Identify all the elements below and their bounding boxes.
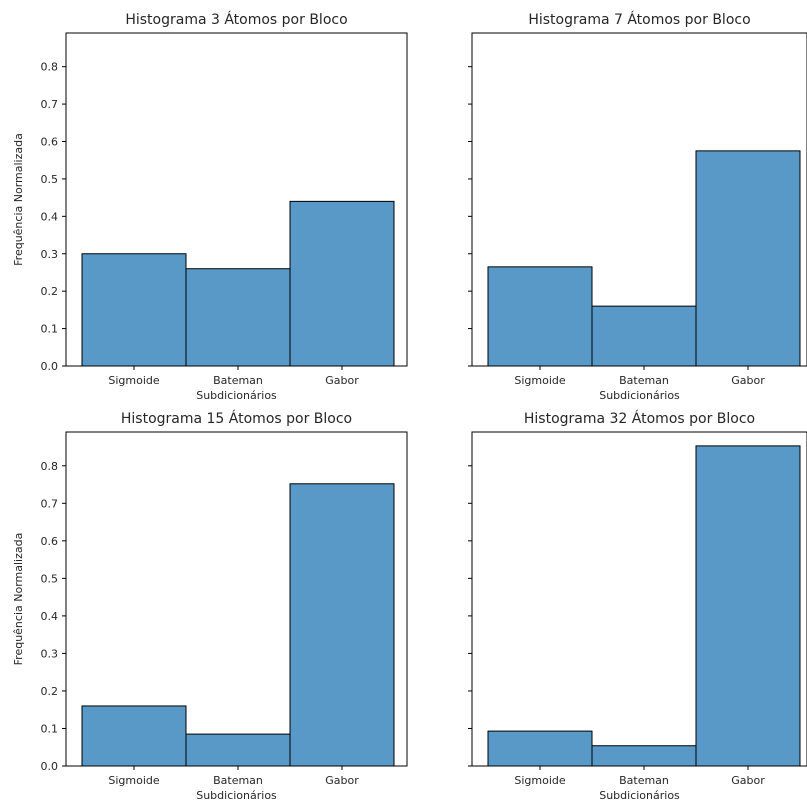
y-axis-label: Frequência Normalizada	[12, 133, 25, 266]
y-tick-label: 0.8	[41, 460, 59, 473]
bar-gabor	[289, 200, 395, 367]
x-axis-label: Subdicionários	[196, 789, 277, 802]
y-tick-label: 0.2	[41, 285, 59, 298]
bar-gabor	[289, 483, 395, 767]
chart-title: Histograma 7 Átomos por Bloco	[528, 11, 750, 28]
axes-frame	[471, 431, 807, 767]
x-tick-label: Gabor	[325, 374, 359, 387]
chart-title: Histograma 32 Átomos por Bloco	[524, 410, 755, 427]
y-tick-label: 0.7	[41, 497, 59, 510]
y-tick-label: 0.0	[41, 760, 59, 773]
y-tick-label: 0.6	[41, 136, 59, 149]
chart-title: Histograma 3 Átomos por Bloco	[125, 11, 347, 28]
x-tick-label: Bateman	[213, 774, 263, 787]
x-tick-label: Gabor	[325, 774, 359, 787]
y-tick-label: 0.0	[41, 360, 59, 373]
x-axis-label: Subdicionários	[599, 389, 680, 402]
bar-bateman	[591, 745, 697, 767]
y-tick-label: 0.3	[41, 248, 59, 261]
y-tick-label: 0.5	[41, 173, 59, 186]
bar-sigmoide	[81, 253, 187, 367]
bar-bateman	[185, 733, 291, 767]
x-axis-label: Subdicionários	[599, 789, 680, 802]
bar-gabor	[695, 445, 801, 767]
chart-title: Histograma 15 Átomos por Bloco	[121, 410, 352, 427]
x-tick-label: Sigmoide	[108, 374, 160, 387]
bar-bateman	[591, 305, 697, 367]
axes-frame	[65, 32, 408, 367]
axes-frame	[65, 431, 408, 767]
y-tick-label: 0.4	[41, 610, 59, 623]
x-tick-label: Gabor	[731, 374, 765, 387]
x-tick-label: Bateman	[619, 774, 669, 787]
y-tick-label: 0.1	[41, 323, 59, 336]
y-tick-label: 0.2	[41, 685, 59, 698]
y-tick-label: 0.6	[41, 535, 59, 548]
y-tick-label: 0.4	[41, 210, 59, 223]
x-tick-label: Gabor	[731, 774, 765, 787]
x-tick-label: Bateman	[619, 374, 669, 387]
bar-sigmoide	[487, 730, 593, 767]
bar-bateman	[185, 268, 291, 367]
y-tick-label: 0.7	[41, 98, 59, 111]
y-tick-label: 0.1	[41, 722, 59, 735]
x-tick-label: Sigmoide	[108, 774, 160, 787]
y-tick-label: 0.8	[41, 61, 59, 74]
axes-frame	[471, 32, 807, 367]
bar-gabor	[695, 150, 801, 367]
bar-sigmoide	[81, 705, 187, 767]
x-axis-label: Subdicionários	[196, 389, 277, 402]
y-tick-label: 0.5	[41, 572, 59, 585]
y-tick-label: 0.3	[41, 647, 59, 660]
x-tick-label: Sigmoide	[514, 374, 566, 387]
x-tick-label: Sigmoide	[514, 774, 566, 787]
y-axis-label: Frequência Normalizada	[12, 533, 25, 666]
x-tick-label: Bateman	[213, 374, 263, 387]
bar-sigmoide	[487, 266, 593, 367]
